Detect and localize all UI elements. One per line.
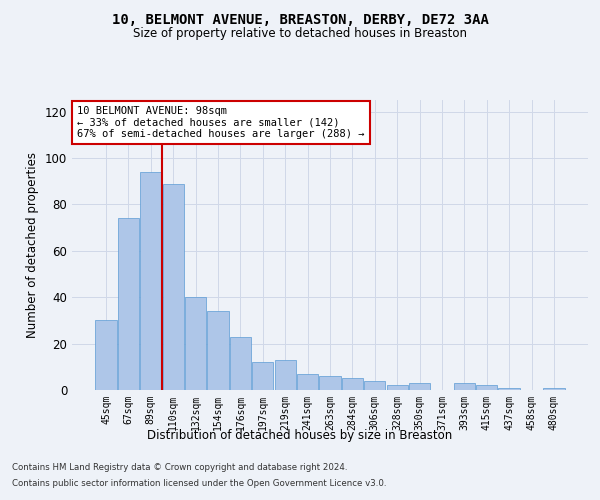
Bar	[208, 311, 229, 390]
Text: 10, BELMONT AVENUE, BREASTON, DERBY, DE72 3AA: 10, BELMONT AVENUE, BREASTON, DERBY, DE7…	[112, 12, 488, 26]
Text: Contains public sector information licensed under the Open Government Licence v3: Contains public sector information licen…	[12, 478, 386, 488]
Bar	[543, 388, 565, 390]
Bar	[499, 388, 520, 390]
Text: Size of property relative to detached houses in Breaston: Size of property relative to detached ho…	[133, 28, 467, 40]
Bar	[386, 386, 408, 390]
Bar	[319, 376, 341, 390]
Bar	[454, 383, 475, 390]
Bar	[163, 184, 184, 390]
Bar	[342, 378, 363, 390]
Text: Contains HM Land Registry data © Crown copyright and database right 2024.: Contains HM Land Registry data © Crown c…	[12, 464, 347, 472]
Bar	[95, 320, 117, 390]
Bar	[297, 374, 318, 390]
Bar	[275, 360, 296, 390]
Bar	[185, 297, 206, 390]
Bar	[409, 383, 430, 390]
Bar	[140, 172, 161, 390]
Y-axis label: Number of detached properties: Number of detached properties	[26, 152, 39, 338]
Bar	[364, 380, 385, 390]
Text: Distribution of detached houses by size in Breaston: Distribution of detached houses by size …	[148, 428, 452, 442]
Bar	[230, 336, 251, 390]
Bar	[252, 362, 274, 390]
Bar	[118, 218, 139, 390]
Bar	[476, 386, 497, 390]
Text: 10 BELMONT AVENUE: 98sqm
← 33% of detached houses are smaller (142)
67% of semi-: 10 BELMONT AVENUE: 98sqm ← 33% of detach…	[77, 106, 365, 139]
